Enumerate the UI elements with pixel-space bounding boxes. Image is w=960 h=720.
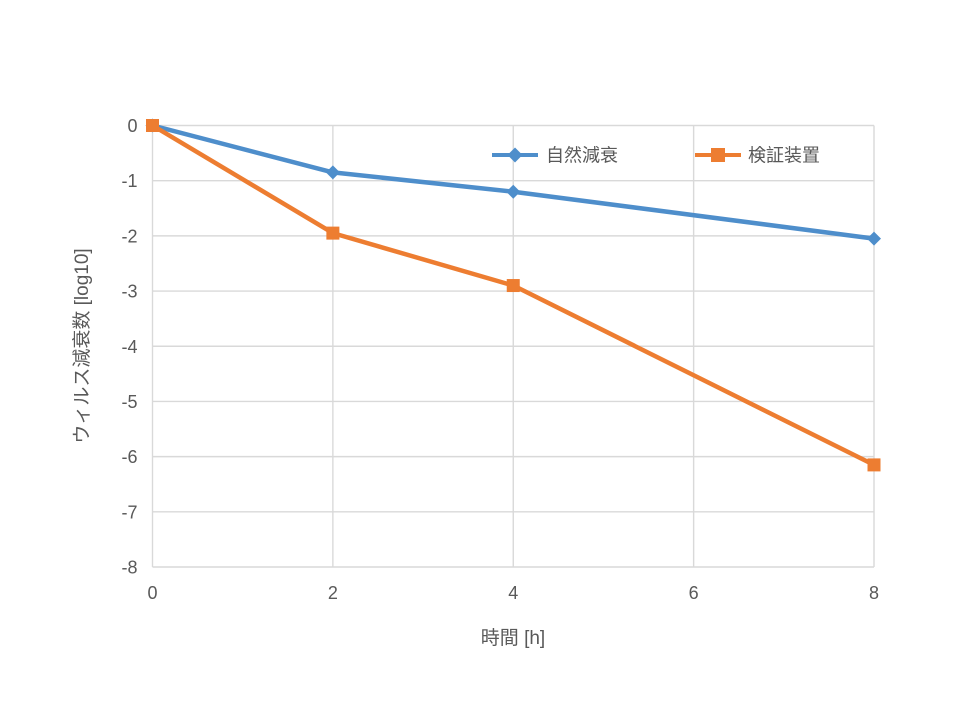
y-tick-label: -8 <box>121 558 137 578</box>
x-tick-label: 4 <box>508 583 518 603</box>
tick-labels-layer: 0 -1 -2 -3 -4 -5 -6 -7 -8 0 2 4 6 8 <box>121 116 879 603</box>
y-tick-label: -3 <box>121 282 137 302</box>
data-point-marker-diamond <box>325 165 340 180</box>
legend-label-natural-decay: 自然減衰 <box>546 146 618 166</box>
y-tick-label: -5 <box>121 392 137 412</box>
legend-item-natural-decay: 自然減衰 <box>492 146 618 166</box>
legend-square-marker-icon <box>711 148 725 162</box>
y-tick-label: -2 <box>121 226 137 246</box>
x-tick-label: 6 <box>689 583 699 603</box>
x-axis-title: 時間 [h] <box>481 627 545 649</box>
data-point-marker-square <box>867 458 881 472</box>
legend: 自然減衰 検証装置 <box>492 146 820 166</box>
x-tick-label: 8 <box>869 583 879 603</box>
series-line-1 <box>150 123 877 468</box>
y-axis-title: ウィルス減衰数 [log10] <box>71 248 93 443</box>
data-point-marker-square <box>506 279 520 293</box>
y-tick-label: -7 <box>121 502 137 522</box>
x-tick-label: 0 <box>147 583 157 603</box>
legend-diamond-marker-icon <box>507 147 523 163</box>
legend-label-test-device: 検証装置 <box>748 146 820 166</box>
y-tick-label: 0 <box>127 116 137 136</box>
y-tick-label: -4 <box>121 337 137 357</box>
series-line-0 <box>150 123 877 241</box>
data-point-marker-diamond <box>867 231 881 246</box>
data-point-marker-diamond <box>506 184 521 199</box>
gridlines-layer <box>151 124 875 568</box>
y-tick-label: -1 <box>121 171 137 191</box>
data-point-marker-square <box>146 119 159 132</box>
y-tick-label: -6 <box>121 447 137 467</box>
series-layer <box>145 118 881 472</box>
data-point-marker-square <box>326 226 340 240</box>
legend-item-test-device: 検証装置 <box>695 146 820 166</box>
x-tick-label: 2 <box>328 583 338 603</box>
